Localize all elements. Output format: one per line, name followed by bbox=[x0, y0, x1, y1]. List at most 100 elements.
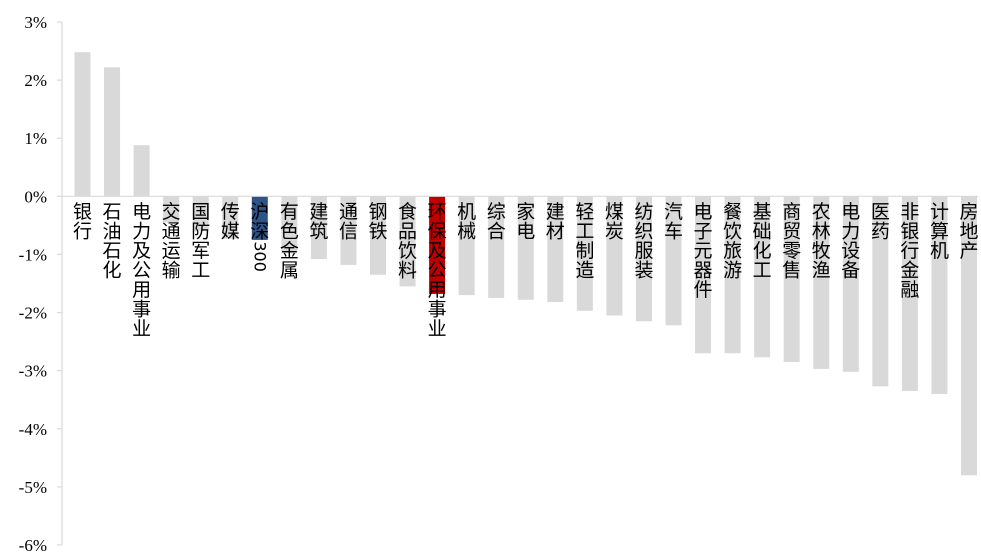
svg-text:贸: 贸 bbox=[782, 221, 801, 243]
bar bbox=[340, 196, 357, 265]
svg-text:综: 综 bbox=[487, 201, 506, 223]
svg-text:药: 药 bbox=[871, 221, 890, 243]
svg-text:沪: 沪 bbox=[250, 201, 269, 223]
bar bbox=[192, 196, 209, 232]
svg-text:售: 售 bbox=[782, 260, 801, 282]
svg-text:铁: 铁 bbox=[368, 221, 387, 243]
bar bbox=[547, 196, 564, 303]
bar bbox=[842, 196, 859, 372]
svg-text:餐: 餐 bbox=[723, 201, 742, 223]
category-label: 银行 bbox=[73, 201, 92, 243]
svg-text:地: 地 bbox=[959, 221, 978, 243]
svg-text:零: 零 bbox=[782, 240, 801, 262]
svg-text:饮: 饮 bbox=[398, 240, 417, 262]
y-tick-label: -6% bbox=[19, 536, 47, 554]
svg-text:电: 电 bbox=[694, 201, 713, 223]
bar bbox=[517, 196, 534, 300]
bar bbox=[901, 196, 918, 392]
bar bbox=[488, 196, 505, 299]
category-label: 建筑 bbox=[309, 201, 328, 243]
svg-text:础: 础 bbox=[753, 221, 772, 243]
svg-text:交: 交 bbox=[162, 201, 181, 223]
y-tick-label: -3% bbox=[19, 362, 47, 381]
bar bbox=[724, 196, 741, 354]
svg-text:输: 输 bbox=[162, 260, 181, 282]
svg-text:银: 银 bbox=[73, 201, 92, 223]
svg-text:工: 工 bbox=[753, 260, 772, 282]
svg-text:子: 子 bbox=[694, 221, 713, 243]
bar bbox=[429, 196, 446, 294]
svg-text:服: 服 bbox=[634, 240, 653, 262]
svg-text:医: 医 bbox=[871, 201, 890, 223]
svg-text:行: 行 bbox=[900, 240, 919, 262]
y-tick-label: -4% bbox=[19, 420, 47, 439]
svg-text:机: 机 bbox=[457, 201, 476, 223]
svg-text:备: 备 bbox=[841, 260, 860, 282]
svg-text:力: 力 bbox=[132, 221, 151, 243]
svg-text:食: 食 bbox=[398, 201, 417, 223]
svg-text:信: 信 bbox=[339, 221, 358, 243]
svg-text:传: 传 bbox=[221, 201, 240, 223]
bar bbox=[74, 52, 91, 197]
y-tick-label: 1% bbox=[24, 129, 47, 148]
bar bbox=[133, 145, 150, 197]
svg-text:车: 车 bbox=[664, 221, 683, 243]
category-label: 传媒 bbox=[221, 201, 240, 243]
svg-text:算: 算 bbox=[930, 221, 949, 243]
svg-text:品: 品 bbox=[398, 221, 417, 243]
category-label: 汽车 bbox=[664, 201, 683, 243]
category-label: 建材 bbox=[546, 201, 565, 243]
bar bbox=[931, 196, 948, 394]
svg-text:公: 公 bbox=[132, 260, 151, 282]
svg-text:运: 运 bbox=[162, 240, 181, 262]
svg-text:牧: 牧 bbox=[812, 240, 831, 262]
svg-text:纺: 纺 bbox=[634, 201, 653, 223]
svg-text:通: 通 bbox=[339, 201, 358, 223]
svg-text:工: 工 bbox=[191, 260, 210, 282]
svg-text:计: 计 bbox=[930, 201, 949, 223]
y-tick-label: -2% bbox=[19, 304, 47, 323]
svg-text:材: 材 bbox=[546, 221, 565, 243]
y-tick-label: 2% bbox=[24, 71, 47, 90]
y-tick-label: 0% bbox=[24, 187, 47, 206]
bar bbox=[606, 196, 623, 316]
bar bbox=[310, 196, 327, 260]
svg-text:工: 工 bbox=[575, 221, 594, 243]
svg-text:械: 械 bbox=[457, 221, 476, 243]
bar bbox=[665, 196, 682, 326]
svg-text:环: 环 bbox=[428, 201, 447, 223]
category-label: 医药 bbox=[871, 201, 890, 243]
svg-text:料: 料 bbox=[398, 260, 417, 282]
svg-text:汽: 汽 bbox=[664, 201, 683, 223]
svg-text:煤: 煤 bbox=[605, 201, 624, 223]
category-label: 煤炭 bbox=[605, 201, 624, 243]
svg-text:业: 业 bbox=[428, 318, 447, 340]
category-label: 机械 bbox=[457, 201, 476, 243]
svg-text:电: 电 bbox=[516, 221, 535, 243]
category-label: 通信 bbox=[339, 201, 358, 243]
svg-text:用: 用 bbox=[132, 279, 151, 301]
svg-text:元: 元 bbox=[694, 240, 713, 262]
svg-text:产: 产 bbox=[959, 240, 978, 262]
bar bbox=[281, 196, 298, 254]
svg-text:机: 机 bbox=[930, 240, 949, 262]
svg-text:建: 建 bbox=[309, 201, 328, 223]
svg-text:通: 通 bbox=[162, 221, 181, 243]
svg-text:旅: 旅 bbox=[723, 240, 742, 262]
svg-text:属: 属 bbox=[280, 260, 299, 282]
svg-text:电: 电 bbox=[132, 201, 151, 223]
category-label: 综合 bbox=[487, 201, 506, 243]
svg-text:色: 色 bbox=[280, 221, 299, 243]
svg-text:有: 有 bbox=[280, 201, 299, 223]
svg-text:银: 银 bbox=[900, 221, 919, 243]
svg-text:媒: 媒 bbox=[221, 221, 240, 243]
